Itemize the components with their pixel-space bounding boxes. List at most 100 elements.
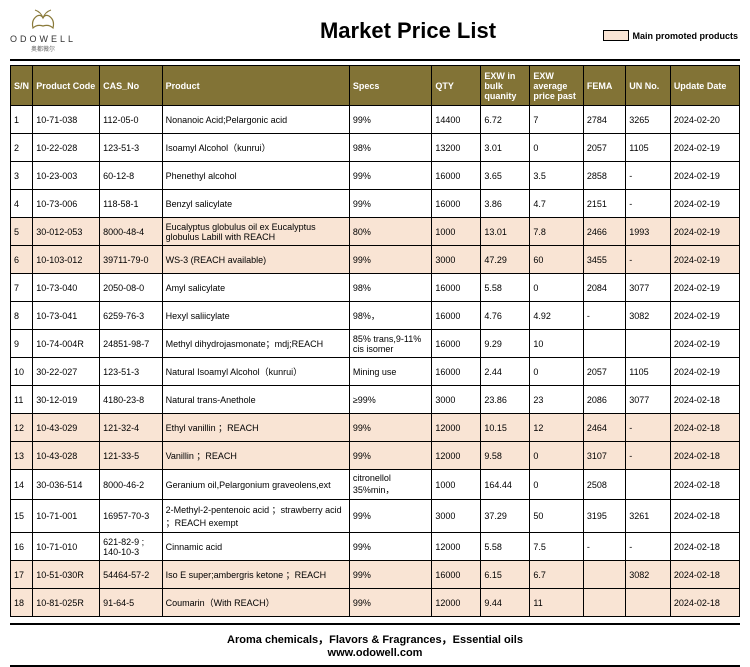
table-cell: 0 (530, 274, 584, 302)
table-cell: 16000 (432, 190, 481, 218)
table-cell: 99% (349, 246, 431, 274)
table-cell: 13200 (432, 134, 481, 162)
table-cell: 9.58 (481, 442, 530, 470)
table-cell (626, 470, 671, 500)
table-cell: 10-81-025R (33, 589, 100, 617)
col-header: QTY (432, 66, 481, 106)
table-cell (626, 589, 671, 617)
table-cell: 11 (530, 589, 584, 617)
table-cell: 3.65 (481, 162, 530, 190)
table-cell: 0 (530, 358, 584, 386)
table-cell: 16000 (432, 274, 481, 302)
table-cell: 5.58 (481, 274, 530, 302)
table-cell: 30-036-514 (33, 470, 100, 500)
table-cell: 2024-02-19 (670, 218, 739, 246)
table-cell: 91-64-5 (100, 589, 162, 617)
table-cell: 98% (349, 134, 431, 162)
table-row: 910-74-004R24851-98-7Methyl dihydrojasmo… (11, 330, 740, 358)
table-cell: 9.44 (481, 589, 530, 617)
table-cell: 12 (11, 414, 33, 442)
table-row: 530-012-0538000-48-4Eucalyptus globulus … (11, 218, 740, 246)
table-cell: - (626, 533, 671, 561)
table-cell: 3.5 (530, 162, 584, 190)
legend-swatch (603, 30, 629, 41)
col-header: EXW average price past (530, 66, 584, 106)
table-row: 310-23-00360-12-8Phenethyl alcohol99%160… (11, 162, 740, 190)
table-cell: 2466 (583, 218, 625, 246)
logo-icon (25, 8, 61, 36)
table-cell (583, 561, 625, 589)
table-cell: 2024-02-18 (670, 442, 739, 470)
table-cell: 3000 (432, 246, 481, 274)
table-cell: 98% (349, 274, 431, 302)
table-cell: Methyl dihydrojasmonate；mdj;REACH (162, 330, 349, 358)
table-cell: 6.72 (481, 106, 530, 134)
table-cell: 60-12-8 (100, 162, 162, 190)
table-cell: 0 (530, 134, 584, 162)
table-cell: 7.8 (530, 218, 584, 246)
legend-text: Main promoted products (633, 31, 739, 41)
table-cell: 1105 (626, 358, 671, 386)
table-cell: Vanillin ；REACH (162, 442, 349, 470)
table-cell: 9 (11, 330, 33, 358)
table-cell: 2024-02-18 (670, 561, 739, 589)
table-cell: 12000 (432, 442, 481, 470)
table-cell: 8 (11, 302, 33, 330)
table-cell: 2024-02-19 (670, 358, 739, 386)
table-cell: 30-12-019 (33, 386, 100, 414)
table-cell: 1105 (626, 134, 671, 162)
col-header: FEMA (583, 66, 625, 106)
col-header: Update Date (670, 66, 739, 106)
table-cell: 2024-02-18 (670, 386, 739, 414)
table-cell: 1993 (626, 218, 671, 246)
table-row: 610-103-01239711-79-0WS-3 (REACH availab… (11, 246, 740, 274)
table-row: 1310-43-028121-33-5Vanillin ；REACH99%120… (11, 442, 740, 470)
table-cell: 99% (349, 500, 431, 533)
table-cell: 16 (11, 533, 33, 561)
table-cell: 2 (11, 134, 33, 162)
page-footer: Aroma chemicals，Flavors & Fragrances，Ess… (10, 623, 740, 667)
table-cell: 3.86 (481, 190, 530, 218)
table-cell: 3.01 (481, 134, 530, 162)
table-cell: 0 (530, 470, 584, 500)
table-cell: 4.76 (481, 302, 530, 330)
table-cell: 99% (349, 106, 431, 134)
table-cell: 7 (530, 106, 584, 134)
table-cell: 2024-02-18 (670, 533, 739, 561)
table-cell: 14400 (432, 106, 481, 134)
col-header: Specs (349, 66, 431, 106)
table-cell: 3261 (626, 500, 671, 533)
header-divider (10, 59, 740, 61)
table-cell: Nonanoic Acid;Pelargonic acid (162, 106, 349, 134)
table-cell: 2057 (583, 134, 625, 162)
table-cell: 10.15 (481, 414, 530, 442)
table-cell: 5 (11, 218, 33, 246)
table-cell: 3000 (432, 500, 481, 533)
table-cell: WS-3 (REACH available) (162, 246, 349, 274)
table-cell: 99% (349, 589, 431, 617)
table-cell: 0 (530, 442, 584, 470)
table-cell: 10-74-004R (33, 330, 100, 358)
table-cell: 2086 (583, 386, 625, 414)
table-cell: 39711-79-0 (100, 246, 162, 274)
table-cell: 6259-76-3 (100, 302, 162, 330)
table-cell: 2508 (583, 470, 625, 500)
table-cell: Hexyl saliicylate (162, 302, 349, 330)
col-header: EXW in bulk quanity (481, 66, 530, 106)
table-cell: Ethyl vanillin ；REACH (162, 414, 349, 442)
legend: Main promoted products (603, 30, 739, 41)
table-cell: Iso E super;ambergris ketone ；REACH (162, 561, 349, 589)
table-cell: 2050-08-0 (100, 274, 162, 302)
footer-url: www.odowell.com (10, 647, 740, 659)
table-cell: 1000 (432, 470, 481, 500)
table-row: 810-73-0416259-76-3Hexyl saliicylate98%，… (11, 302, 740, 330)
table-cell: 3000 (432, 386, 481, 414)
table-cell: 118-58-1 (100, 190, 162, 218)
table-cell: Phenethyl alcohol (162, 162, 349, 190)
table-cell: 10-71-038 (33, 106, 100, 134)
table-cell: 18 (11, 589, 33, 617)
table-cell: 9.29 (481, 330, 530, 358)
table-cell: 7.5 (530, 533, 584, 561)
table-cell: 80% (349, 218, 431, 246)
table-cell: 1000 (432, 218, 481, 246)
